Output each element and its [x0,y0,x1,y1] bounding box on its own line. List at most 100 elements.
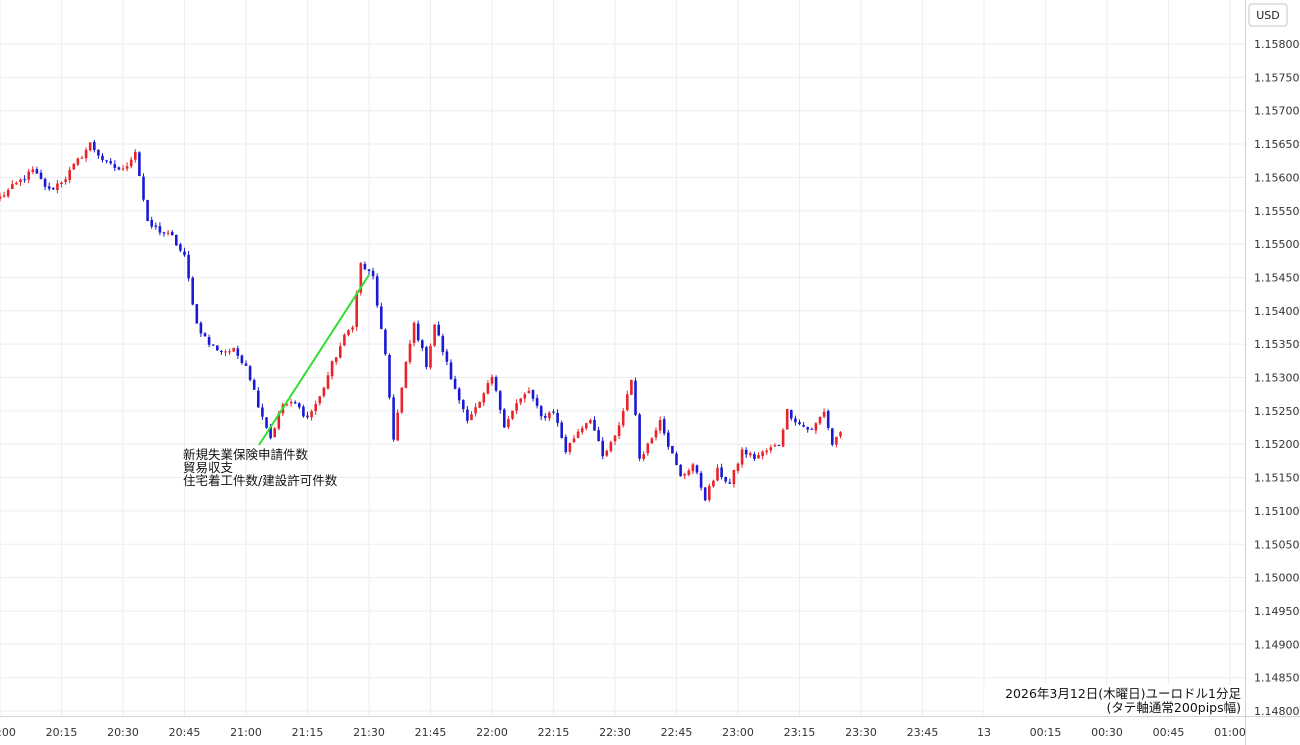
candle [117,166,121,171]
candle [35,166,39,174]
price-axis-labels: 1.15800 1.15750 1.15700 1.15650 1.15600 1.155… [1254,38,1300,718]
candle [781,428,785,448]
candle-body [515,403,518,411]
candle [503,408,506,428]
price-axis-label: 1.14850 [1254,672,1300,685]
candle-body [134,151,137,160]
candle-body [187,254,190,279]
candle-body [216,345,219,351]
candle [613,435,617,446]
candle-body [351,327,354,330]
candle [527,387,531,394]
candle-body [76,158,80,165]
candle [470,411,473,421]
annotation-text-3: 住宅着工件数/建設許可件数 [183,473,338,488]
candle [39,169,43,180]
candle [675,451,678,466]
grid-lines [0,0,1245,716]
candle-body [556,412,559,424]
candle-body [236,348,240,356]
candle-body [835,436,838,445]
candle [166,230,170,236]
candle-body [154,225,158,227]
candle-body [457,388,461,401]
candle-body [64,179,67,182]
candle [113,160,117,172]
candle-body [326,375,330,389]
candle [380,302,383,330]
candle-body [519,398,522,403]
candle-body [761,451,764,457]
candle-body [314,404,317,412]
candle [671,445,674,454]
candle-body [310,411,313,418]
candle-body [790,409,793,419]
candle [363,261,367,271]
candle [220,349,223,355]
price-axis-label: 1.14800 [1254,705,1300,718]
candle [453,375,457,390]
candle-body [740,449,744,465]
candle-body [548,412,551,419]
candle-body [80,157,84,159]
candle [158,222,162,236]
candle-body [539,406,543,417]
candle [240,354,244,365]
candle-body [544,416,547,418]
candle-body [339,346,342,358]
candle-body [749,453,752,456]
price-axis-label: 1.15000 [1254,572,1300,585]
candle-body [400,387,404,413]
candle-body [798,422,801,425]
candle-body [384,329,387,355]
candle-body [220,351,223,353]
candle-body [826,410,830,428]
time-axis-label: 20:30 [107,726,139,739]
candle-body [617,425,621,437]
candle-body [252,380,256,390]
candle-body [224,351,227,353]
candle-body [486,383,490,394]
candle [142,173,145,202]
candle-body [27,171,30,180]
candle [88,142,92,152]
currency-box [1248,3,1288,27]
candle [630,379,633,396]
candle [449,359,453,380]
candle-body [117,167,121,170]
candle-body [408,343,412,363]
candle [794,415,797,426]
price-axis-label: 1.14950 [1254,605,1300,618]
candle [769,444,773,454]
candle [646,442,650,456]
candle-body [158,226,162,233]
time-axis-label: 23:00 [722,726,754,739]
candle-body [535,398,539,406]
candle [736,462,740,474]
candle [654,427,658,441]
candle-body [498,391,502,410]
candle [179,242,182,253]
candle-body [88,142,92,151]
candle-body [638,414,641,459]
candle-body [753,454,756,459]
candle [404,361,408,389]
candle-body [634,380,637,415]
candle-body [630,379,633,395]
candle-body [794,418,797,423]
candle [207,334,211,348]
candle-body [129,159,133,167]
candle [523,392,527,403]
candle [27,168,30,184]
candle [708,483,711,503]
price-axis-label: 1.15550 [1254,205,1300,218]
candle-body [175,234,178,246]
candle [64,176,67,185]
candle [744,447,748,458]
candle-body [23,179,26,181]
candle-body [560,422,563,438]
candle-body [613,435,617,442]
candle-body [679,464,682,477]
candle [478,401,481,409]
candle [761,450,764,460]
